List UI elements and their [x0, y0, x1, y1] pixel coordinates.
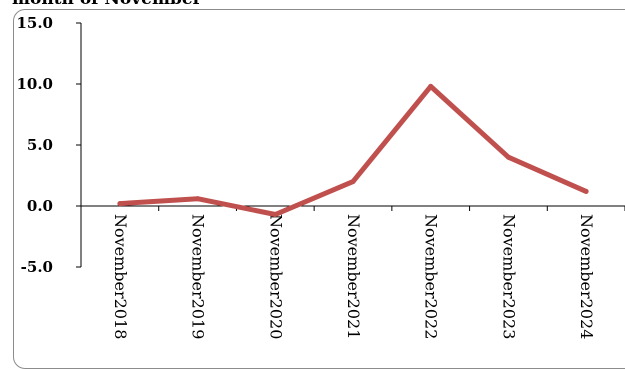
x-tick-label: November2019	[189, 214, 208, 339]
data-point	[350, 179, 356, 185]
x-tick-label: November2024	[577, 214, 596, 339]
data-point	[195, 196, 201, 202]
y-tick-label: 15.0	[16, 14, 53, 32]
y-tick-label: 0.0	[27, 197, 53, 215]
y-axis: 15.0 10.0 5.0 0.0 -5.0	[16, 14, 82, 276]
data-point	[505, 154, 511, 160]
x-axis: November2018 November2019 November2020 Nove…	[80, 205, 625, 339]
data-point	[428, 83, 434, 89]
x-tick-label: November2022	[422, 214, 441, 339]
y-tick-label: -5.0	[21, 258, 53, 276]
line-chart: 15.010.05.00.0-5.0 November2018 November2…	[16, 14, 625, 339]
y-tick-label: 10.0	[16, 75, 53, 93]
chart-title: month of November	[12, 0, 202, 9]
data-point	[117, 201, 123, 207]
series-layer	[117, 83, 589, 217]
x-tick-label: November2018	[111, 214, 130, 339]
x-tick-label: November2023	[499, 214, 518, 339]
series-line	[117, 83, 589, 217]
x-tick-label: November2021	[344, 214, 363, 339]
data-point	[272, 212, 278, 217]
y-tick-label: 5.0	[27, 136, 53, 154]
data-point	[583, 188, 589, 194]
x-tick-label: November2020	[266, 214, 285, 339]
